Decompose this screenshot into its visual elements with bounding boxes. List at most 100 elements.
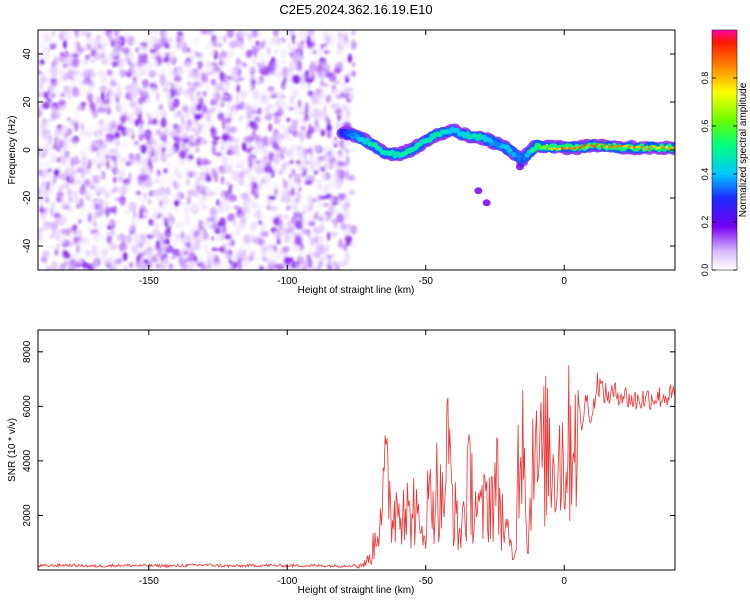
- noise-cell: [118, 242, 127, 252]
- noise-cell: [258, 265, 264, 270]
- noise-cell: [260, 230, 269, 238]
- signal-cell: [520, 158, 524, 162]
- noise-cell: [281, 60, 287, 65]
- noise-cell: [113, 205, 117, 215]
- noise-cell: [187, 222, 196, 233]
- noise-cell: [305, 229, 309, 237]
- colorbar-ticks: 0.0 0.2 0.4 0.6 0.8: [700, 72, 737, 276]
- noise-cell: [158, 180, 165, 191]
- noise-cell: [38, 103, 44, 109]
- noise-cell: [190, 107, 198, 116]
- noise-cell: [41, 129, 51, 135]
- noise-cell: [157, 248, 162, 256]
- noise-cell: [136, 195, 145, 202]
- noise-cell: [87, 212, 92, 224]
- noise-cell: [186, 68, 194, 77]
- spectrogram-x-tick-label: -150: [139, 276, 159, 287]
- spectrogram-y-tick-label: 20: [22, 96, 33, 108]
- noise-cell: [295, 245, 303, 253]
- noise-cell: [43, 170, 51, 178]
- noise-cell: [155, 129, 162, 136]
- noise-cell: [107, 173, 113, 177]
- noise-cell: [99, 171, 103, 181]
- noise-cell: [300, 131, 304, 143]
- noise-cell: [39, 185, 46, 193]
- noise-cell: [198, 231, 205, 240]
- noise-cell: [319, 80, 324, 86]
- noise-cell: [165, 122, 174, 127]
- signal-cell: [608, 145, 611, 149]
- noise-cell: [108, 240, 116, 250]
- noise-cell: [199, 175, 206, 180]
- noise-cell: [109, 148, 119, 155]
- noise-cell: [232, 219, 237, 228]
- noise-cell: [168, 214, 175, 225]
- noise-cell: [75, 195, 79, 206]
- noise-cell: [245, 221, 249, 231]
- noise-cell: [295, 265, 304, 270]
- noise-cell: [141, 102, 148, 112]
- noise-cell: [57, 215, 66, 226]
- noise-cell: [345, 212, 354, 221]
- signal-cell: [535, 145, 539, 148]
- noise-cell: [296, 255, 305, 266]
- noise-cell: [217, 35, 222, 43]
- noise-cell: [82, 210, 89, 218]
- noise-cell: [251, 45, 259, 55]
- noise-cell: [158, 204, 167, 213]
- noise-cell: [137, 96, 144, 105]
- signal-cell: [642, 147, 646, 151]
- noise-cell: [236, 39, 245, 49]
- signal-cell: [578, 147, 581, 150]
- isolated-blob: [515, 163, 524, 171]
- noise-cell: [221, 250, 227, 255]
- signal-cell: [598, 143, 601, 146]
- noise-cell: [157, 188, 166, 196]
- noise-cell: [188, 142, 196, 147]
- noise-cell: [225, 110, 229, 119]
- noise-cell: [228, 64, 233, 73]
- noise-cell: [146, 149, 152, 159]
- noise-cell: [173, 207, 181, 212]
- noise-cell: [158, 93, 165, 104]
- spectrogram-x-axis-label: Height of straight line (km): [298, 285, 415, 296]
- noise-cell: [338, 84, 345, 93]
- noise-cell: [158, 222, 167, 229]
- noise-cell: [101, 99, 110, 105]
- noise-cell: [110, 49, 119, 57]
- noise-cell: [203, 138, 207, 146]
- signal-cell: [416, 146, 419, 149]
- signal-cell: [373, 144, 377, 147]
- noise-cell: [83, 220, 90, 226]
- signal-cell: [610, 144, 614, 147]
- signal-cell: [448, 128, 452, 132]
- noise-cell: [205, 175, 212, 183]
- noise-cell: [314, 126, 323, 132]
- noise-cell: [97, 161, 103, 169]
- noise-cell: [309, 47, 315, 55]
- noise-cell: [241, 251, 249, 257]
- noise-cell: [255, 209, 261, 219]
- noise-cell: [67, 116, 71, 121]
- noise-cell: [175, 242, 183, 247]
- noise-cell: [89, 193, 96, 201]
- noise-cell: [74, 155, 79, 166]
- noise-cell: [40, 256, 48, 263]
- noise-cell: [87, 182, 96, 187]
- noise-cell: [95, 191, 102, 196]
- noise-cell: [290, 144, 296, 151]
- noise-cell: [192, 70, 201, 82]
- noise-cell: [186, 81, 193, 87]
- noise-cell: [152, 119, 158, 126]
- noise-cell: [95, 78, 99, 84]
- noise-cell: [113, 30, 121, 36]
- noise-cell: [159, 232, 164, 244]
- signal-cell: [525, 152, 529, 156]
- noise-cell: [45, 205, 50, 215]
- noise-cell: [193, 81, 200, 87]
- snr-series-line: [38, 365, 675, 570]
- noise-cell: [41, 219, 48, 229]
- spectrogram-x-tick-label: -50: [419, 276, 434, 287]
- noise-cell: [67, 153, 71, 159]
